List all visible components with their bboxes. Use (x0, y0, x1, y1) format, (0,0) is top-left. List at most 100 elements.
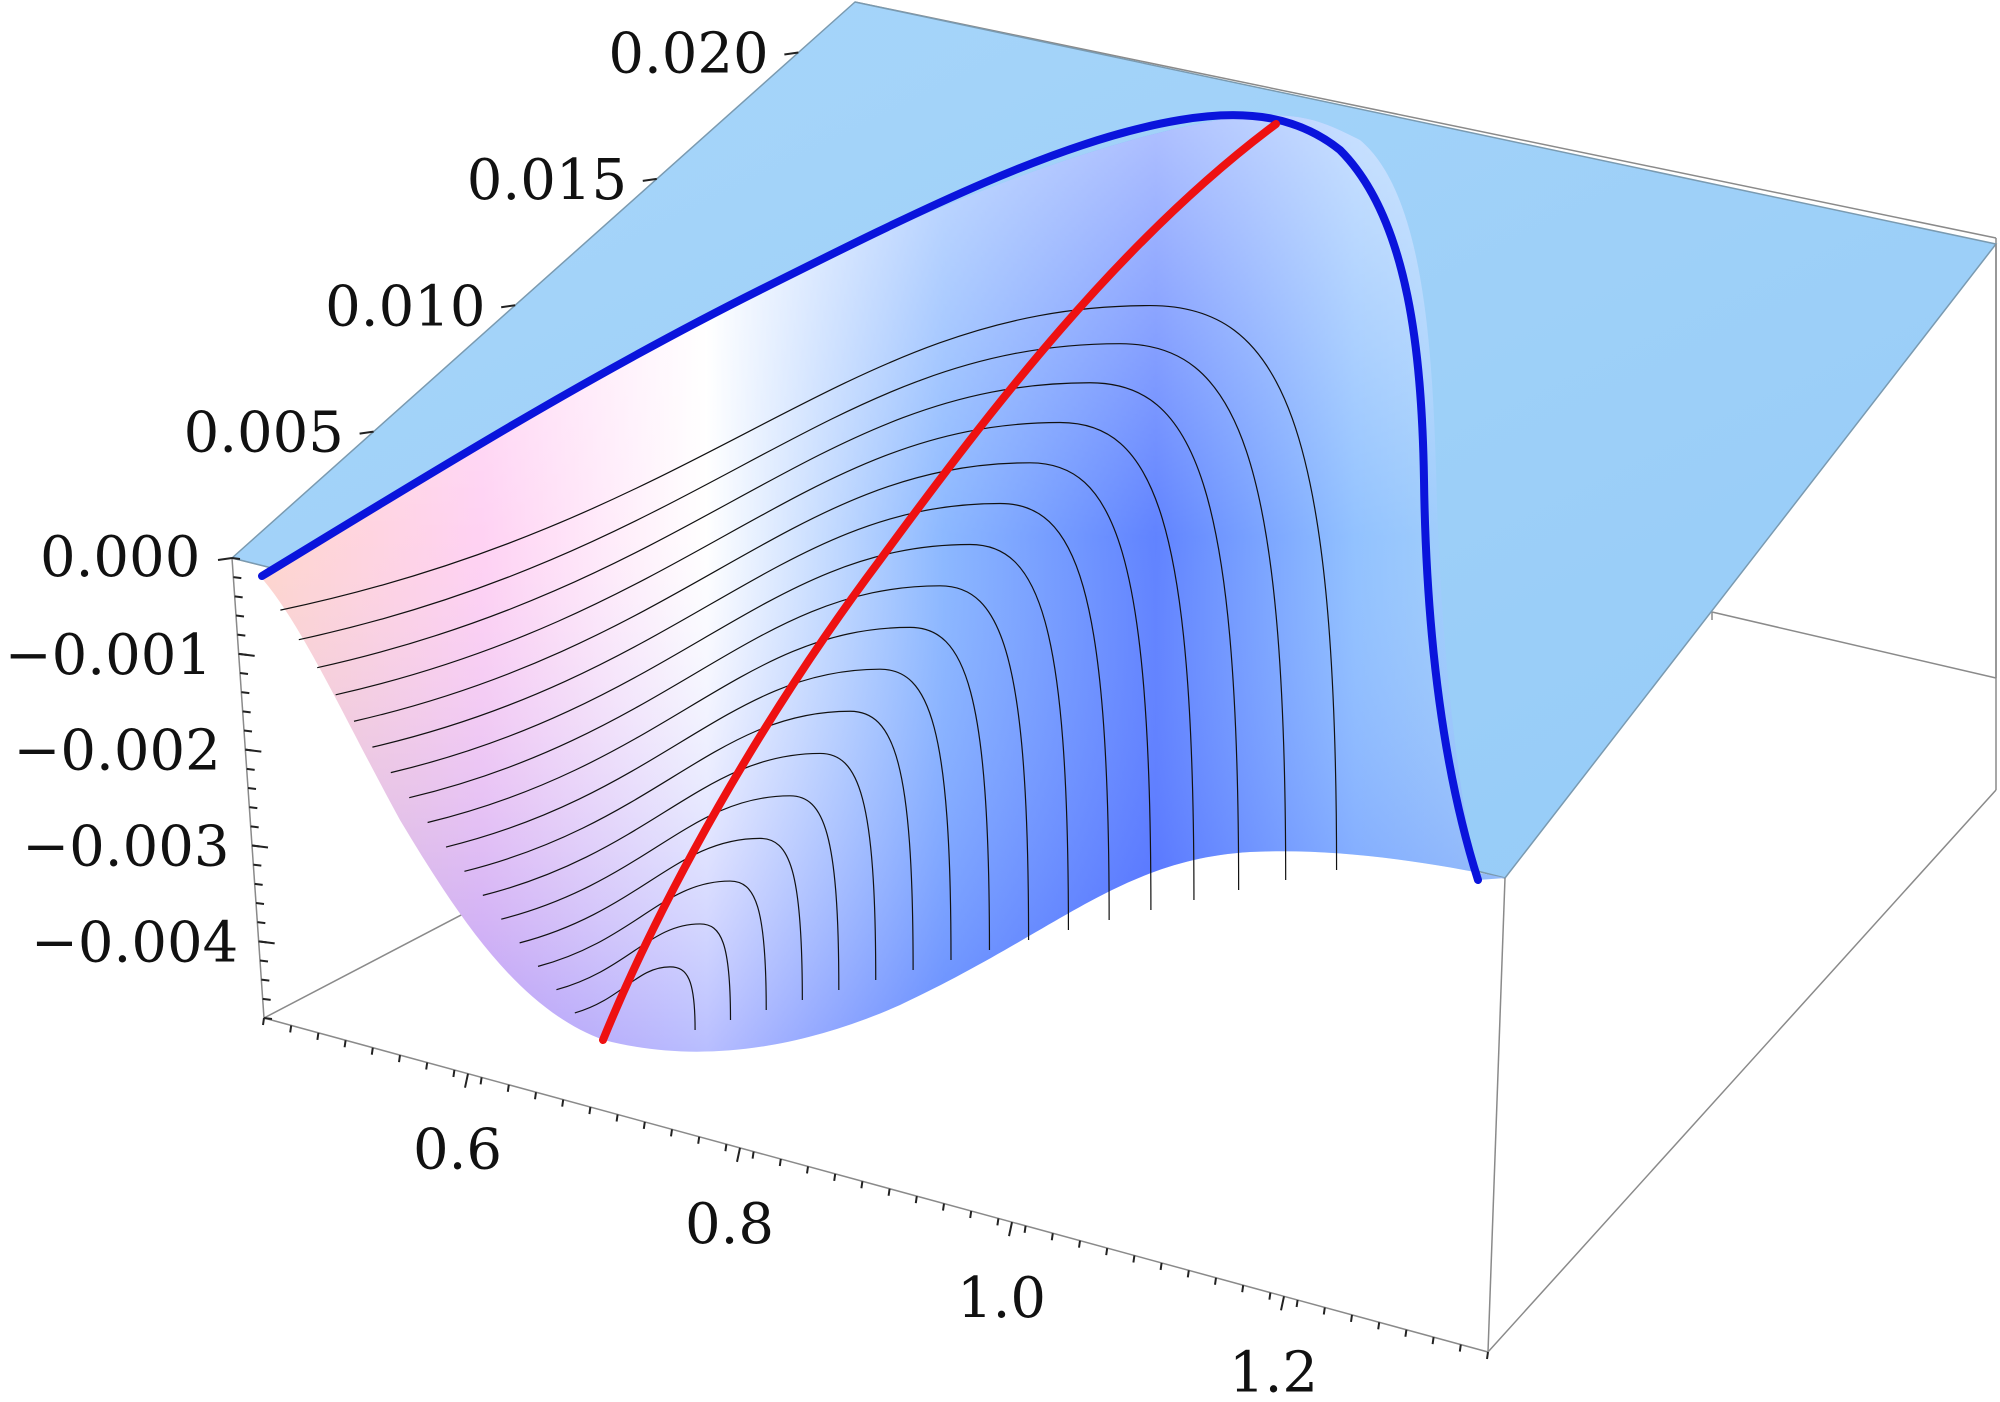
z-minor-tick (255, 902, 265, 905)
z-minor-tick (246, 767, 255, 771)
z-minor-tick (253, 863, 262, 867)
x-tick-mark (736, 1147, 741, 1163)
contour-line (464, 710, 914, 971)
series-ridge-curve (599, 120, 1280, 1044)
y-tick-label: 0.000 (40, 525, 200, 590)
contour-line (335, 421, 1195, 901)
z-minor-tick (257, 921, 266, 925)
x-minor-tick (452, 1069, 456, 1078)
contour-line (372, 502, 1110, 921)
z-minor-tick (245, 748, 254, 752)
z-tick-label: −0.003 (22, 815, 229, 880)
z-tick-label: −0.001 (5, 623, 212, 688)
y-tick-label: 0.005 (184, 401, 344, 466)
x-minor-tick (561, 1099, 565, 1107)
x-minor-tick (1486, 1351, 1489, 1360)
x-minor-tick (1431, 1337, 1435, 1345)
x-minor-tick (1404, 1329, 1408, 1337)
axis-tick-labels: 0.6 0.8 1.0 1.2 0.000 0.005 0.010 0.015 0.020 −0.… (5, 22, 1318, 1402)
contour-line (280, 304, 1338, 871)
z-tick-label: −0.004 (31, 910, 238, 975)
z-minor-tick (263, 1017, 273, 1020)
contour-lines (280, 304, 1338, 1031)
x-minor-tick (751, 1151, 755, 1159)
x-minor-tick (615, 1114, 619, 1122)
x-minor-tick (1078, 1240, 1081, 1248)
x-minor-tick (479, 1077, 483, 1085)
x-minor-tick (1023, 1225, 1027, 1233)
axis-ticks (217, 51, 1489, 1360)
x-tick-mark (1008, 1221, 1013, 1237)
x-minor-tick (343, 1040, 347, 1048)
z-minor-tick (247, 787, 257, 790)
z-tick-label: −0.002 (14, 719, 221, 784)
x-minor-tick (1377, 1322, 1381, 1330)
contour-line (427, 626, 991, 951)
x-minor-tick (942, 1203, 945, 1211)
z-minor-tick (261, 978, 270, 982)
x-minor-tick (506, 1084, 510, 1092)
z-minor-tick (243, 729, 253, 733)
x-minor-tick (833, 1173, 837, 1182)
contour-line (482, 752, 877, 981)
contour-line (390, 543, 1070, 931)
x-minor-tick (588, 1106, 592, 1115)
x-minor-tick (534, 1092, 537, 1100)
x-minor-tick (860, 1181, 864, 1189)
x-minor-tick (1268, 1292, 1272, 1300)
x-minor-tick (778, 1158, 782, 1167)
x-minor-tick (425, 1062, 429, 1070)
x-minor-tick (969, 1210, 973, 1219)
x-minor-tick (262, 1017, 265, 1026)
z-minor-tick (237, 633, 246, 637)
contour-line (317, 382, 1240, 891)
x-minor-tick (1050, 1233, 1054, 1241)
x-minor-tick (1105, 1247, 1109, 1256)
z-minor-tick (259, 959, 269, 963)
z-minor-tick (262, 997, 271, 1001)
x-minor-tick (1186, 1270, 1190, 1278)
contour-line (574, 966, 696, 1031)
x-minor-tick (996, 1218, 1000, 1226)
y-tick-mark (501, 304, 516, 309)
y-tick-label: 0.015 (467, 148, 627, 213)
series-boundary-curve (258, 111, 1482, 884)
x-minor-tick (316, 1032, 320, 1040)
contour-line (298, 343, 1287, 881)
x-minor-tick (1458, 1344, 1462, 1352)
x-minor-tick (887, 1188, 891, 1196)
x-minor-tick (670, 1129, 673, 1137)
x-minor-tick (914, 1195, 918, 1204)
contour-line (409, 585, 1030, 941)
x-minor-tick (370, 1047, 374, 1055)
z-minor-tick (231, 557, 241, 560)
x-tick-label: 1.0 (957, 1266, 1046, 1331)
x-minor-tick (1132, 1255, 1136, 1263)
contour-line (445, 668, 952, 961)
z-minor-tick (249, 806, 258, 810)
y-tick-mark (217, 557, 233, 561)
x-tick-label: 0.6 (413, 1118, 502, 1183)
x-minor-tick (1159, 1262, 1163, 1271)
contour-line (556, 923, 732, 1021)
y-tick-mark (642, 177, 657, 182)
z-minor-tick (241, 691, 250, 695)
z-minor-tick (251, 844, 261, 848)
surface-depression (258, 115, 1505, 1052)
x-minor-tick (806, 1166, 809, 1174)
x-minor-tick (398, 1054, 401, 1063)
x-minor-tick (1214, 1277, 1217, 1285)
contour-line (519, 837, 803, 1001)
z-minor-tick (238, 652, 247, 656)
y-tick-mark (784, 51, 799, 56)
x-minor-tick (1241, 1285, 1245, 1293)
x-minor-tick (289, 1025, 293, 1033)
y-tick-mark (359, 430, 374, 435)
y-tick-label: 0.020 (608, 22, 768, 87)
x-tick-mark (464, 1073, 469, 1088)
z-minor-tick (234, 595, 243, 599)
x-minor-tick (642, 1121, 646, 1130)
x-tick-label: 0.8 (685, 1192, 774, 1257)
x-minor-tick (724, 1144, 728, 1152)
